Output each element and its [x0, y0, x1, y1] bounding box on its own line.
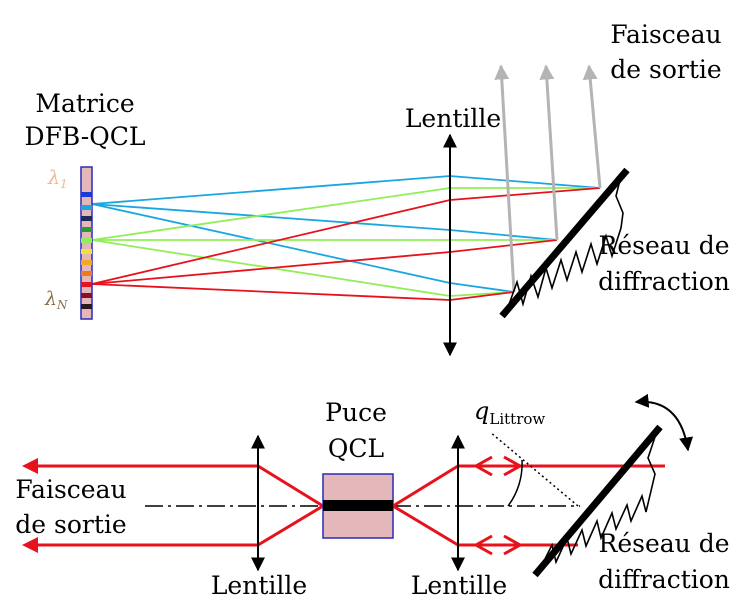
- littrow-theta-subscript: Littrow: [489, 410, 545, 428]
- bottom-diagram: Puce QCL Lentille Lentille Faisceau de s…: [15, 393, 730, 600]
- grating-normal: [489, 431, 579, 507]
- beam-red: [91, 187, 601, 301]
- top-diagram: Matrice DFB-QCL λ1 λN Lentille Faisceau …: [25, 20, 730, 357]
- top-grating-label-line1: Réseau de: [599, 231, 730, 260]
- littrow-angle-label: qLittrow: [474, 397, 545, 428]
- bottom-lens-right-label: Lentille: [411, 571, 507, 600]
- beam-red-middle: [91, 239, 558, 285]
- beam-blue-middle: [91, 203, 558, 241]
- beam-green: [91, 187, 600, 297]
- dfb-qcl-array: [80, 166, 93, 320]
- lambda-n-label: λN: [44, 288, 68, 312]
- rotation-arrow-icon: [634, 393, 693, 452]
- right-beams: [392, 455, 665, 556]
- lambda-1-subscript: 1: [60, 177, 68, 191]
- lambda-1-label: λ1: [47, 167, 68, 191]
- bottom-grating-label-line2: diffraction: [598, 565, 730, 594]
- littrow-angle-arc: [507, 459, 523, 507]
- top-output-label-line2: de sortie: [610, 55, 721, 84]
- bottom-lens-left-label: Lentille: [211, 571, 307, 600]
- matrix-label-line1: Matrice: [35, 89, 134, 118]
- top-lens-label: Lentille: [405, 104, 501, 133]
- lambda-1-symbol: λ: [47, 167, 60, 189]
- top-grating-label-line2: diffraction: [598, 267, 730, 296]
- beam-green-upper: [91, 187, 600, 241]
- chip-label-line1: Puce: [325, 398, 387, 427]
- qcl-chip: [322, 473, 394, 539]
- top-output-label-line1: Faisceau: [610, 20, 721, 49]
- bottom-grating-label-line1: Réseau de: [599, 529, 730, 558]
- lambda-n-symbol: λ: [44, 288, 57, 310]
- beam-blue-upper: [91, 175, 601, 205]
- bottom-output-label-line1: Faisceau: [15, 475, 126, 504]
- output-beams: [494, 64, 602, 293]
- littrow-theta-symbol: q: [474, 397, 489, 425]
- matrix-label-line2: DFB-QCL: [25, 122, 146, 151]
- lambda-n-subscript: N: [56, 298, 68, 312]
- top-grating-icon: [499, 167, 630, 319]
- bottom-output-label-line2: de sortie: [15, 510, 126, 539]
- bottom-grating-icon: [532, 424, 663, 578]
- chip-label-line2: QCL: [328, 434, 384, 463]
